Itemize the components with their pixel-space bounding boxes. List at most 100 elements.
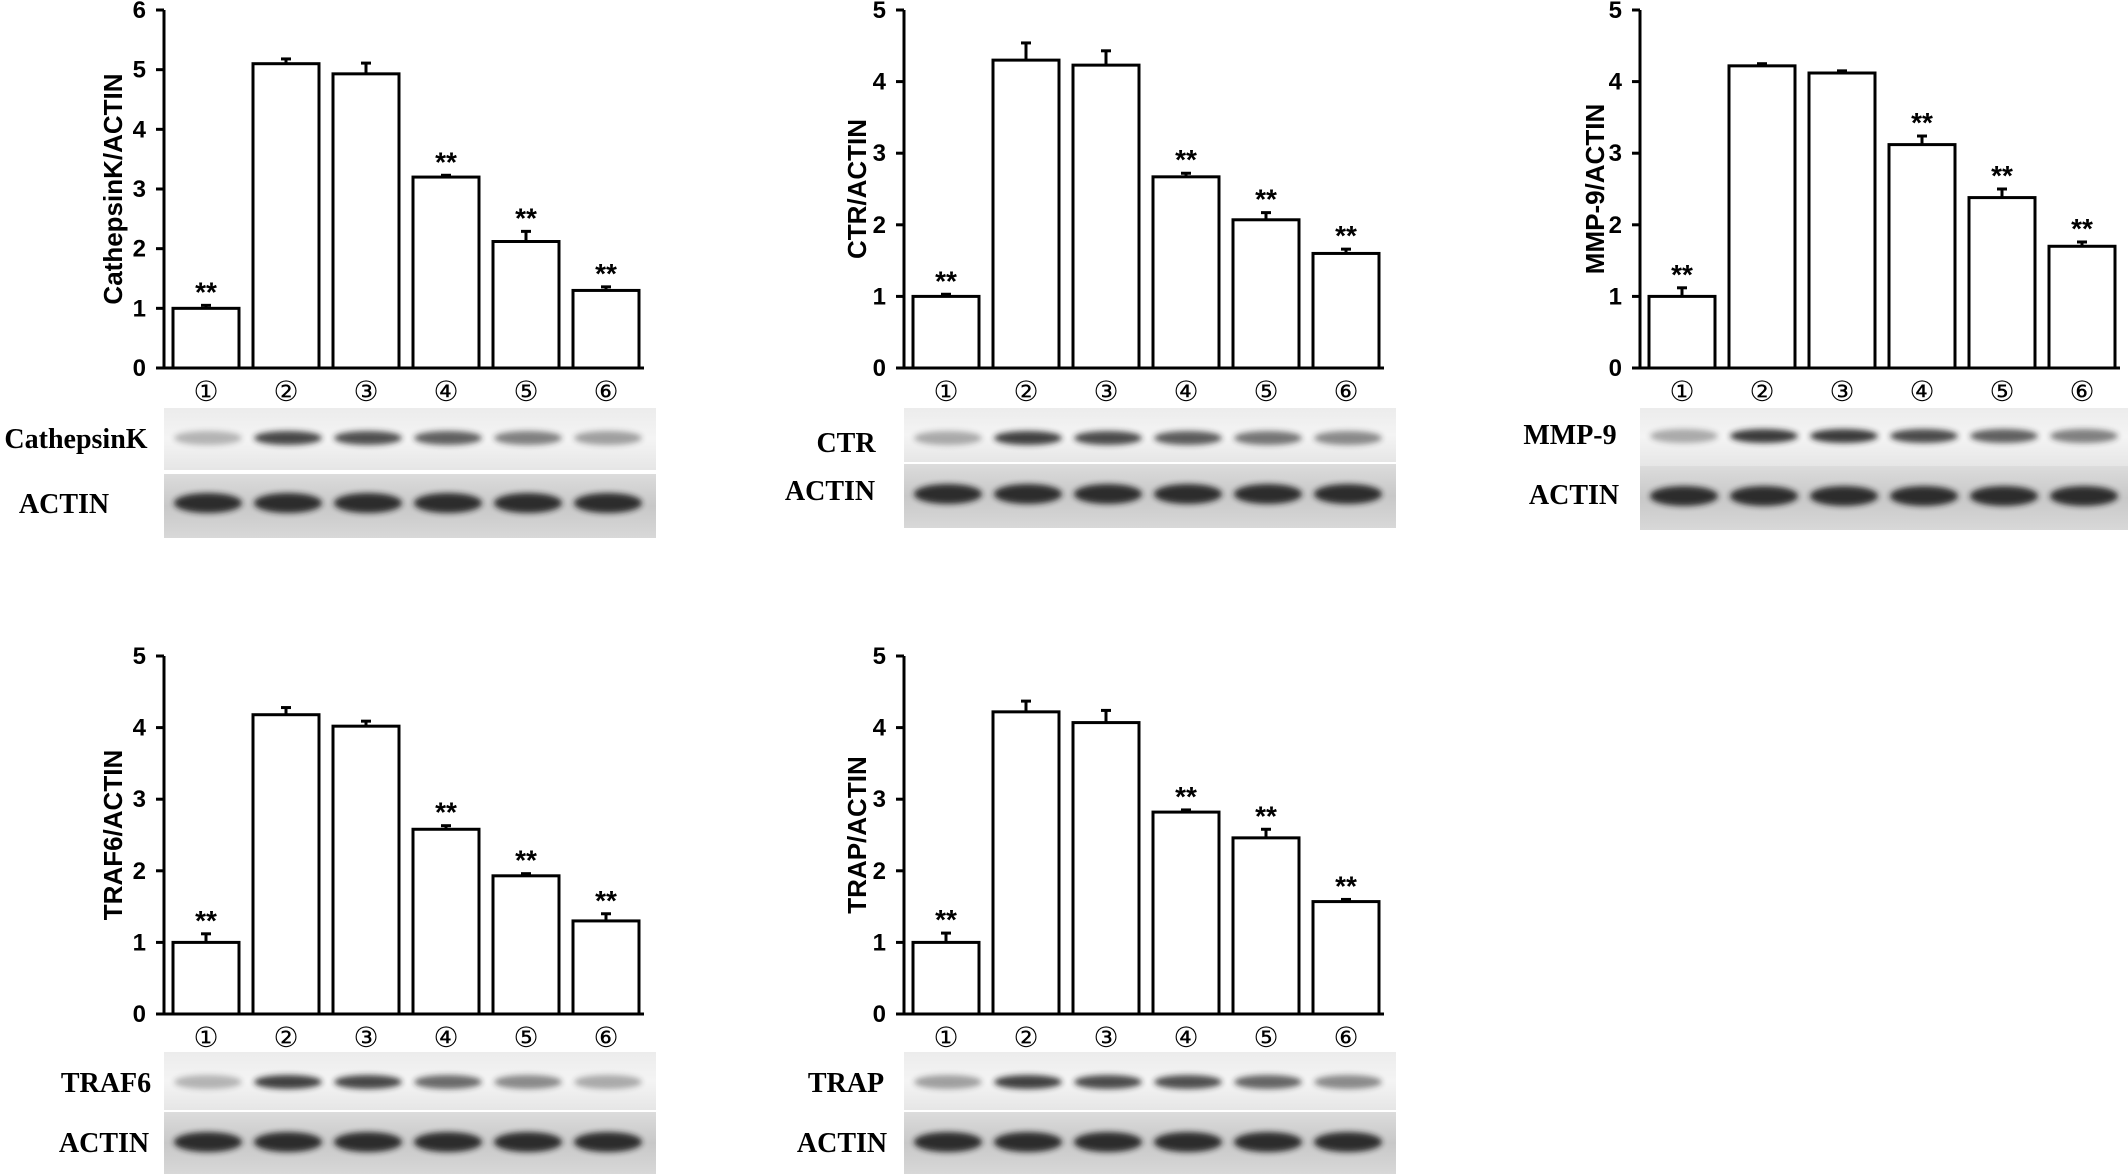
significance-label: **	[1335, 870, 1357, 901]
bar	[1231, 836, 1301, 1016]
bar	[1647, 294, 1717, 370]
x-tick-label: ④	[433, 1021, 458, 1054]
y-tick-label: 0	[1609, 355, 1622, 382]
y-tick-label: 1	[873, 929, 886, 956]
bar	[2047, 244, 2117, 370]
y-tick-label: 3	[1609, 140, 1622, 167]
blot-membrane-actin-traf6	[164, 1112, 656, 1174]
bar	[571, 919, 641, 1016]
actin-band	[1074, 484, 1142, 504]
bar	[991, 58, 1061, 370]
bar	[1727, 64, 1797, 370]
protein-band	[574, 431, 642, 445]
y-axis-label-cathepsink: CathepsinK/ACTIN	[98, 73, 128, 304]
x-tick-label: ⑥	[593, 375, 618, 408]
actin-band	[994, 1132, 1062, 1152]
x-tick-label: ⑥	[2069, 375, 2094, 408]
x-tick-label: ⑤	[1253, 1021, 1278, 1054]
x-tick-label: ②	[273, 1021, 298, 1054]
x-tick-label: ③	[1829, 375, 1854, 408]
significance-label: **	[1335, 220, 1357, 251]
chart-ctr: 0 1 2 3 4 5 ** ① ② ③ ** ④ ** ⑤ ** ⑥	[873, 0, 1384, 408]
bar	[911, 940, 981, 1016]
blot-membrane-mmp9	[1640, 408, 2128, 466]
protein-band	[254, 431, 322, 445]
x-tick-label: ③	[353, 375, 378, 408]
actin-band	[254, 493, 322, 513]
protein-band	[1154, 1075, 1222, 1089]
actin-band	[334, 493, 402, 513]
protein-band	[1730, 429, 1798, 443]
x-tick-label: ④	[1173, 375, 1198, 408]
bar	[1887, 143, 1957, 370]
bar	[1311, 900, 1381, 1016]
significance-label: **	[195, 905, 217, 936]
blot-mmp9: MMP-9 ACTIN	[1523, 408, 2128, 530]
protein-band	[1074, 431, 1142, 445]
panel-trap: 0 1 2 3 4 5 ** ① ② ③ ** ④ ** ⑤ ** ⑥ TRAP/ACTIN TRAP ACT…	[797, 643, 1396, 1174]
panel-cathepsink: 0 1 2 3 4 5 6 ** ① ② ③ ** ④ ** ⑤ ** ⑥ CathepsinK/ACTIN C…	[4, 0, 656, 538]
protein-band	[1810, 429, 1878, 443]
bar	[491, 874, 561, 1016]
bar	[171, 306, 241, 370]
actin-band	[574, 1132, 642, 1152]
bar	[991, 710, 1061, 1016]
bar	[331, 72, 401, 370]
bar	[251, 62, 321, 370]
y-tick-label: 4	[1609, 69, 1623, 96]
protein-band	[914, 431, 982, 445]
x-tick-label: ⑤	[513, 1021, 538, 1054]
significance-label: **	[595, 885, 617, 916]
blot-ctr: CTR ACTIN	[785, 408, 1396, 528]
y-tick-label: 3	[873, 140, 886, 167]
y-tick-label: 3	[873, 786, 886, 813]
y-tick-label: 0	[873, 1001, 886, 1028]
x-tick-label: ③	[1093, 1021, 1118, 1054]
x-tick-label: ③	[1093, 375, 1118, 408]
y-tick-label: 1	[133, 295, 146, 322]
protein-band	[574, 1075, 642, 1089]
actin-band	[1314, 1132, 1382, 1152]
protein-band	[1970, 429, 2038, 443]
blot-membrane-ctr	[904, 408, 1396, 462]
protein-band	[1314, 431, 1382, 445]
blot-membrane-trap	[904, 1052, 1396, 1110]
actin-band	[494, 493, 562, 513]
significance-label: **	[1175, 144, 1197, 175]
y-tick-label: 3	[133, 176, 146, 203]
protein-band	[1234, 1075, 1302, 1089]
panel-ctr: 0 1 2 3 4 5 ** ① ② ③ ** ④ ** ⑤ ** ⑥ CTR/ACTIN CTR ACTIN	[785, 0, 1396, 528]
blot-label-actin-trap: ACTIN	[797, 1128, 887, 1159]
blot-label-actin-mmp9: ACTIN	[1529, 480, 1619, 511]
blot-label-ctr: CTR	[816, 428, 876, 459]
actin-band	[1810, 486, 1878, 506]
blot-label-actin-traf6: ACTIN	[59, 1128, 149, 1159]
y-tick-label: 4	[133, 715, 147, 742]
bar	[171, 940, 241, 1016]
actin-band	[174, 1132, 242, 1152]
blot-label-mmp9: MMP-9	[1523, 420, 1616, 451]
protein-band	[494, 431, 562, 445]
bar	[1071, 721, 1141, 1016]
protein-band	[334, 431, 402, 445]
significance-label: **	[515, 202, 537, 233]
bar	[1151, 175, 1221, 370]
y-tick-label: 2	[873, 212, 886, 239]
y-tick-label: 5	[1609, 0, 1622, 24]
significance-label: **	[1255, 800, 1277, 831]
bar	[1311, 251, 1381, 370]
y-axis-label-ctr: CTR/ACTIN	[842, 119, 872, 259]
y-tick-label: 0	[133, 1001, 146, 1028]
bar	[1151, 810, 1221, 1016]
panel-traf6: 0 1 2 3 4 5 ** ① ② ③ ** ④ ** ⑤ ** ⑥ TRAF6/ACTIN TRAF6 A…	[59, 643, 656, 1174]
y-tick-label: 5	[873, 0, 886, 24]
x-tick-label: ①	[193, 1021, 218, 1054]
actin-band	[1154, 484, 1222, 504]
y-tick-label: 2	[873, 858, 886, 885]
actin-band	[1074, 1132, 1142, 1152]
bar	[1231, 218, 1301, 370]
blot-membrane-actin-ctr	[904, 464, 1396, 528]
y-tick-label: 4	[873, 69, 887, 96]
bar	[1807, 71, 1877, 370]
y-tick-label: 3	[133, 786, 146, 813]
